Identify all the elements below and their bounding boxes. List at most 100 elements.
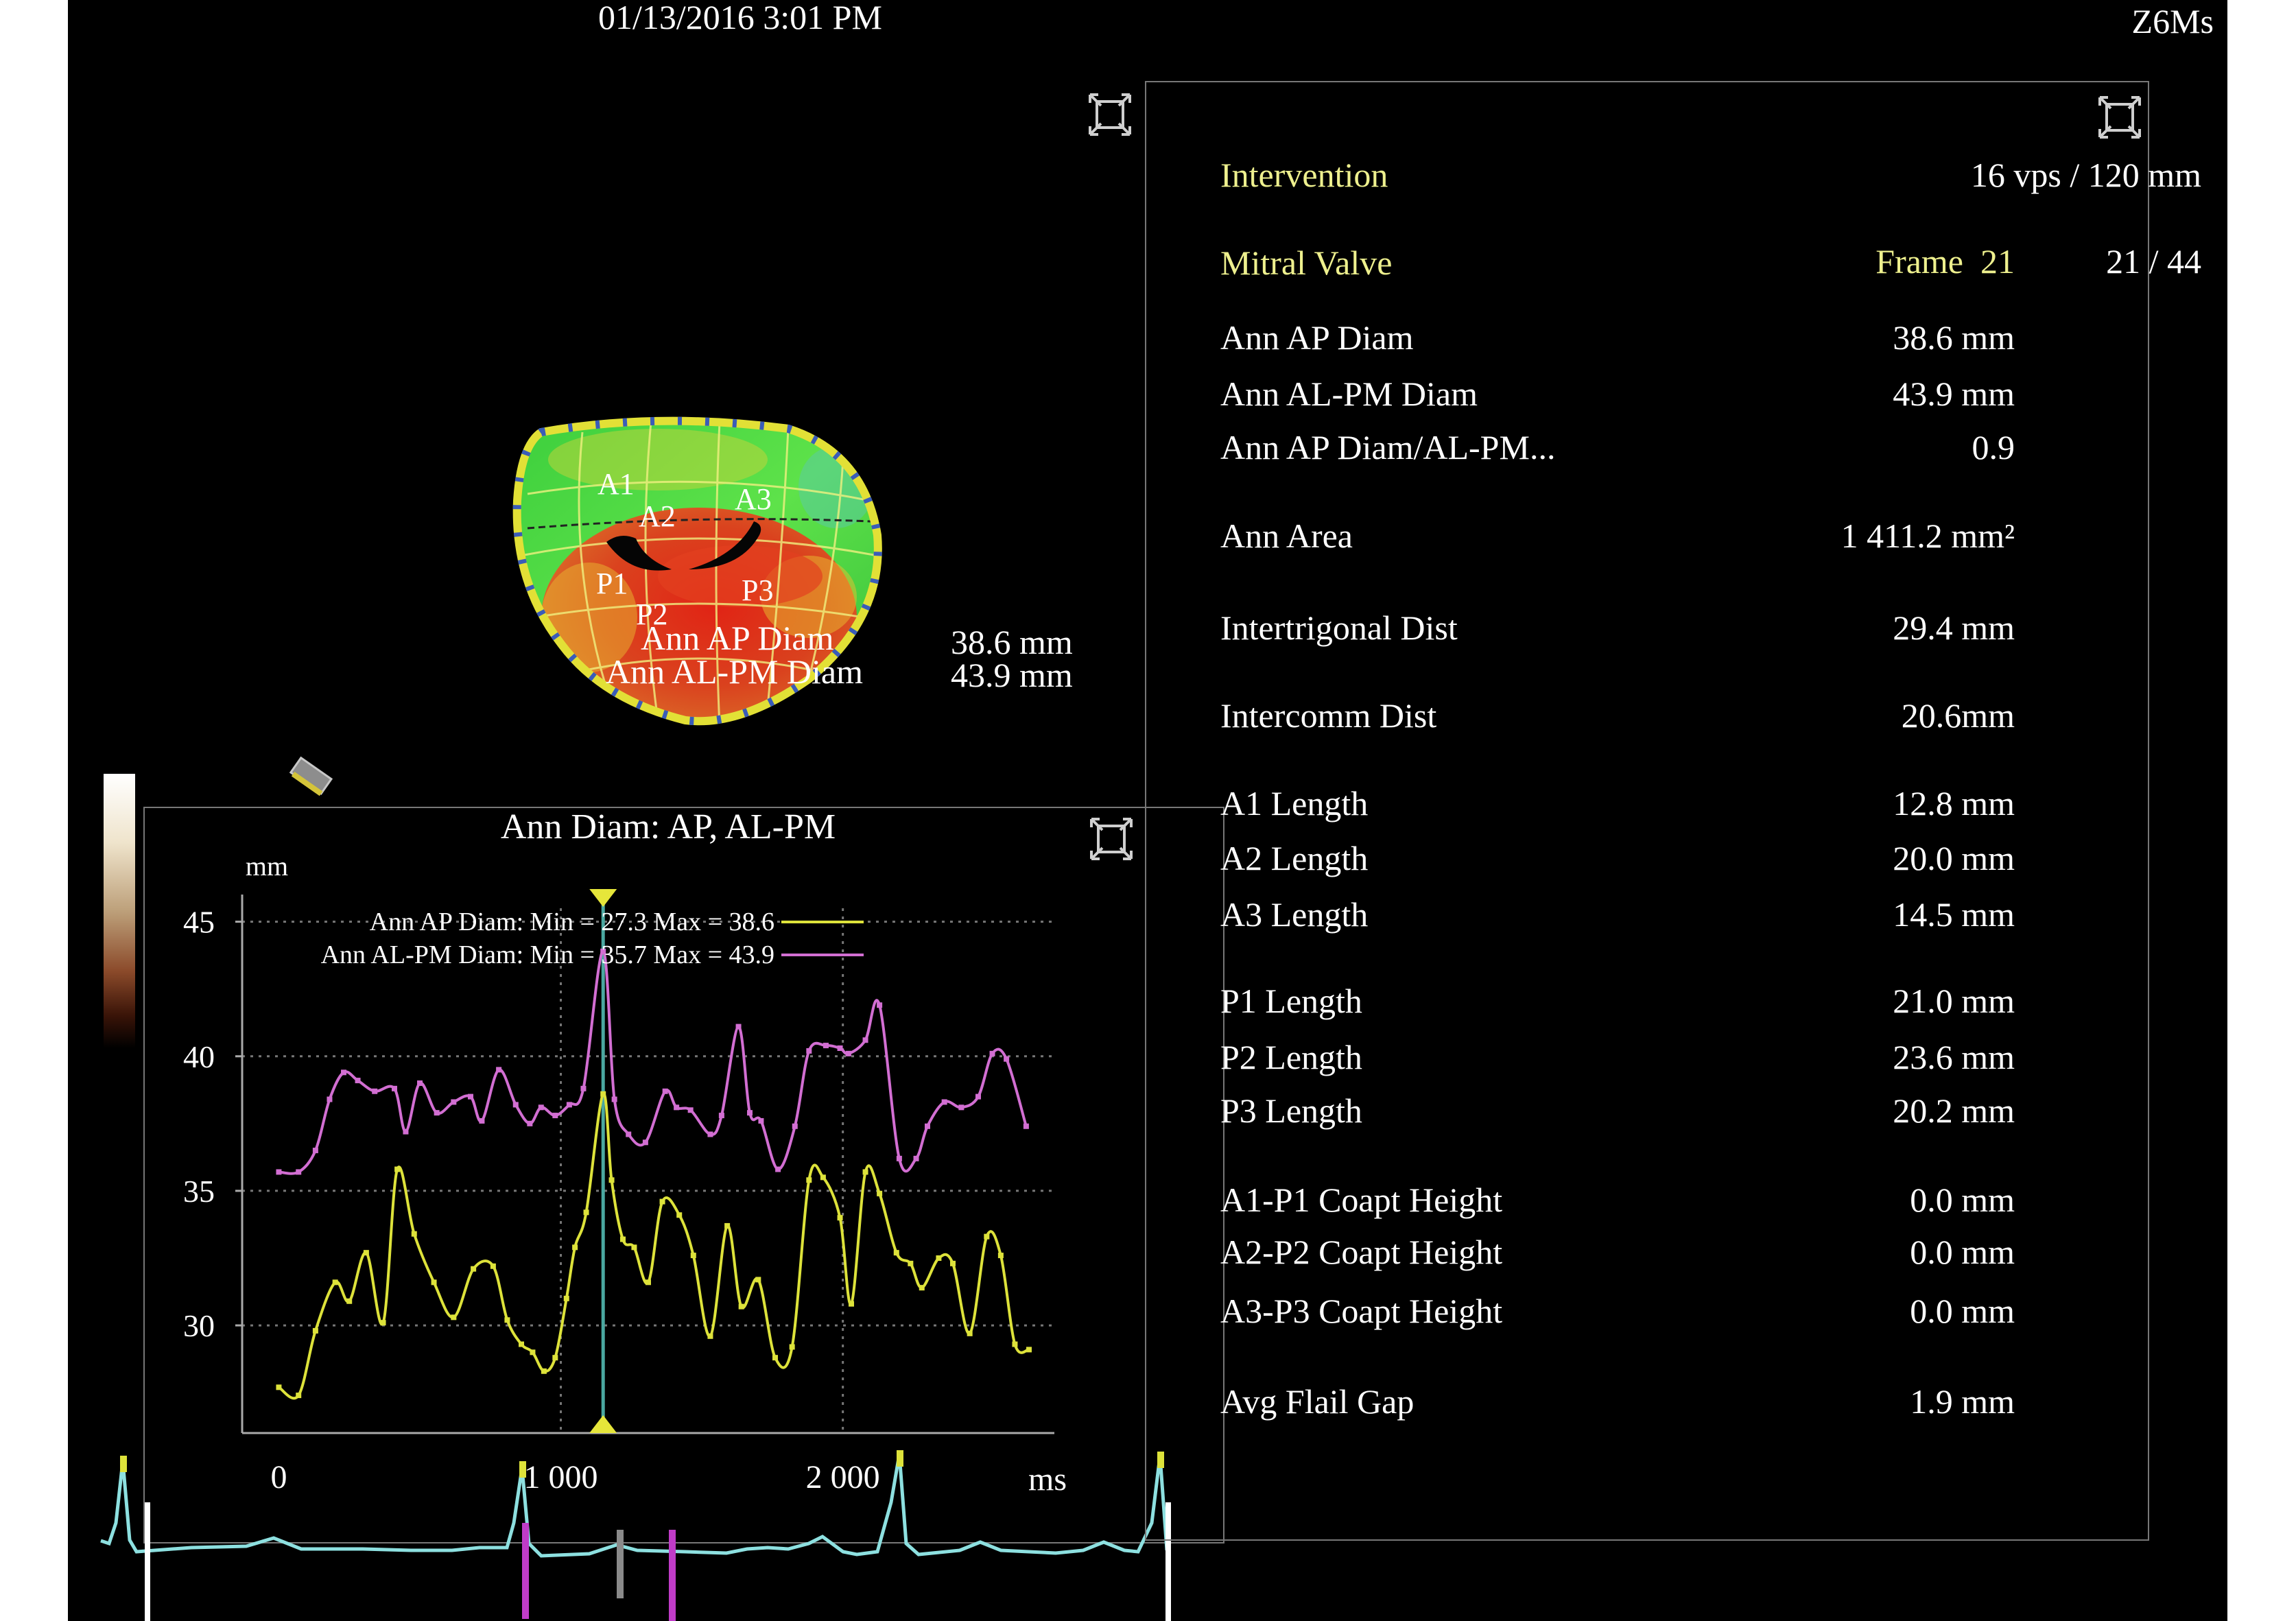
ap-diam-point — [1012, 1341, 1018, 1347]
ap-diam-point — [936, 1255, 942, 1261]
measurement-label: A2-P2 Coapt Height — [1220, 1233, 1503, 1271]
ap-diam-point — [659, 1198, 665, 1205]
measurement-value: 38.6 mm — [1893, 318, 2015, 357]
ap-diam-point — [394, 1166, 401, 1172]
alpm-diam-point — [392, 1085, 397, 1091]
alpm-diam-point — [434, 1110, 440, 1116]
alpm-diam-line — [279, 949, 1028, 1175]
ap-diam-point — [707, 1333, 713, 1339]
alpm-diam-point — [468, 1093, 473, 1100]
ap-diam-point — [1026, 1347, 1032, 1353]
alpm-diam-point — [327, 1096, 333, 1102]
measurement-value: 20.6mm — [1901, 696, 2015, 735]
ecg-frame-marker — [617, 1530, 624, 1598]
measurement-expand-icon[interactable] — [2097, 95, 2142, 140]
ap-diam-point — [820, 1174, 826, 1181]
ap-diam-point — [690, 1253, 696, 1259]
x-tick-label: 0 — [270, 1459, 287, 1495]
measurement-label: A1-P1 Coapt Height — [1220, 1181, 1503, 1219]
ap-diam-point — [530, 1349, 536, 1356]
measurement-label: A1 Length — [1220, 784, 1369, 823]
ap-diam-point — [620, 1236, 626, 1242]
valve-view-expand-icon[interactable] — [1087, 92, 1133, 137]
alpm-diam-point — [496, 1067, 502, 1073]
alpm-diam-point — [687, 1107, 694, 1113]
measurement-value: 43.9 mm — [1893, 375, 2015, 413]
measurement-value: 0.0 mm — [1910, 1181, 2015, 1219]
ap-diam-point — [772, 1355, 778, 1361]
alpm-diam-point — [341, 1069, 346, 1076]
measurement-value: 14.5 mm — [1893, 895, 2015, 934]
ap-diam-point — [724, 1222, 731, 1229]
measurement-value: 21.0 mm — [1893, 982, 2015, 1020]
segment-p2: P2 — [636, 597, 667, 631]
ap-diam-point — [950, 1260, 956, 1266]
chart-expand-icon[interactable] — [1089, 816, 1134, 862]
alpm-diam-point — [552, 1113, 558, 1119]
alpm-diam-point — [758, 1117, 764, 1124]
alpm-diam-point — [527, 1120, 533, 1126]
alpm-diam-point — [451, 1099, 457, 1105]
ap-diam-point — [806, 1177, 812, 1183]
ap-diam-point — [631, 1244, 637, 1251]
measurement-label: P2 Length — [1220, 1038, 1362, 1076]
overlay-ap-value: 38.6 mm — [951, 623, 1073, 661]
ap-diam-point — [877, 1190, 883, 1196]
ap-diam-point — [541, 1368, 547, 1374]
alpm-diam-point — [580, 1085, 587, 1091]
ap-diam-point — [919, 1285, 925, 1291]
y-tick-label: 35 — [183, 1174, 215, 1209]
alpm-diam-point — [845, 1050, 851, 1056]
ap-diam-point — [380, 1320, 386, 1326]
alpm-diam-point — [512, 1102, 519, 1108]
alpm-diam-point — [975, 1093, 981, 1100]
measurement-value: 29.4 mm — [1893, 608, 2015, 647]
cursor-bottom-marker — [589, 1415, 617, 1433]
orientation-marker-icon — [289, 756, 333, 796]
y-tick-label: 30 — [183, 1308, 215, 1343]
y-tick-label: 45 — [183, 905, 215, 940]
alpm-diam-point — [626, 1131, 632, 1137]
measurement-label: Ann AL-PM Diam — [1220, 375, 1478, 413]
preset-label: Intervention — [1220, 156, 1388, 194]
ap-diam-point — [312, 1327, 318, 1334]
ap-diam-point — [837, 1215, 843, 1221]
measurement-label: A2 Length — [1220, 839, 1369, 877]
alpm-diam-point — [823, 1043, 829, 1049]
alpm-diam-point — [355, 1078, 361, 1084]
alpm-diam-point — [775, 1166, 781, 1172]
alpm-diam-point — [913, 1155, 919, 1161]
alpm-diam-point — [296, 1169, 302, 1175]
ap-diam-point — [451, 1314, 457, 1321]
alpm-diam-point — [417, 1080, 423, 1086]
segment-a3: A3 — [735, 482, 772, 516]
ecg-peak-3 — [897, 1450, 903, 1467]
alpm-diam-point — [674, 1104, 680, 1111]
alpm-diam-point — [896, 1155, 902, 1161]
alpm-diam-point — [792, 1123, 798, 1129]
ap-diam-point — [519, 1341, 524, 1347]
alpm-diam-point — [925, 1123, 930, 1129]
ap-diam-point — [967, 1330, 973, 1336]
alpm-diam-point — [600, 948, 606, 954]
ap-diam-point — [411, 1231, 417, 1237]
probe-label: Z6Ms — [2131, 2, 2214, 40]
ap-diam-point — [572, 1244, 578, 1251]
ap-diam-point — [296, 1393, 302, 1399]
diameter-chart: Ann Diam: AP, AL-PM mm ms 45 40 35 30 0 1 000… — [183, 807, 1067, 1498]
legend-alpm: Ann AL-PM Diam: Min = 35.7 Max = 43.9 — [321, 940, 774, 969]
study-label: Mitral Valve — [1220, 244, 1393, 282]
alpm-diam-point — [611, 1096, 617, 1102]
ultrasound-screen: 01/13/2016 3:01 PM Z6Ms — [68, 0, 2227, 1621]
ecg-r-wave-marker-1 — [522, 1523, 529, 1619]
cursor-top-marker — [589, 889, 617, 907]
diameter-chart-panel — [143, 807, 1224, 1543]
measurement-value: 20.0 mm — [1893, 839, 2015, 877]
ap-diam-point — [738, 1303, 744, 1310]
ecg-peak-1 — [120, 1456, 127, 1472]
y-tick-label: 40 — [183, 1039, 215, 1074]
alpm-diam-point — [538, 1104, 544, 1111]
segment-a1: A1 — [597, 467, 635, 501]
date-time: 01/13/2016 3:01 PM — [598, 0, 882, 36]
measurement-value: 20.2 mm — [1893, 1091, 2015, 1130]
